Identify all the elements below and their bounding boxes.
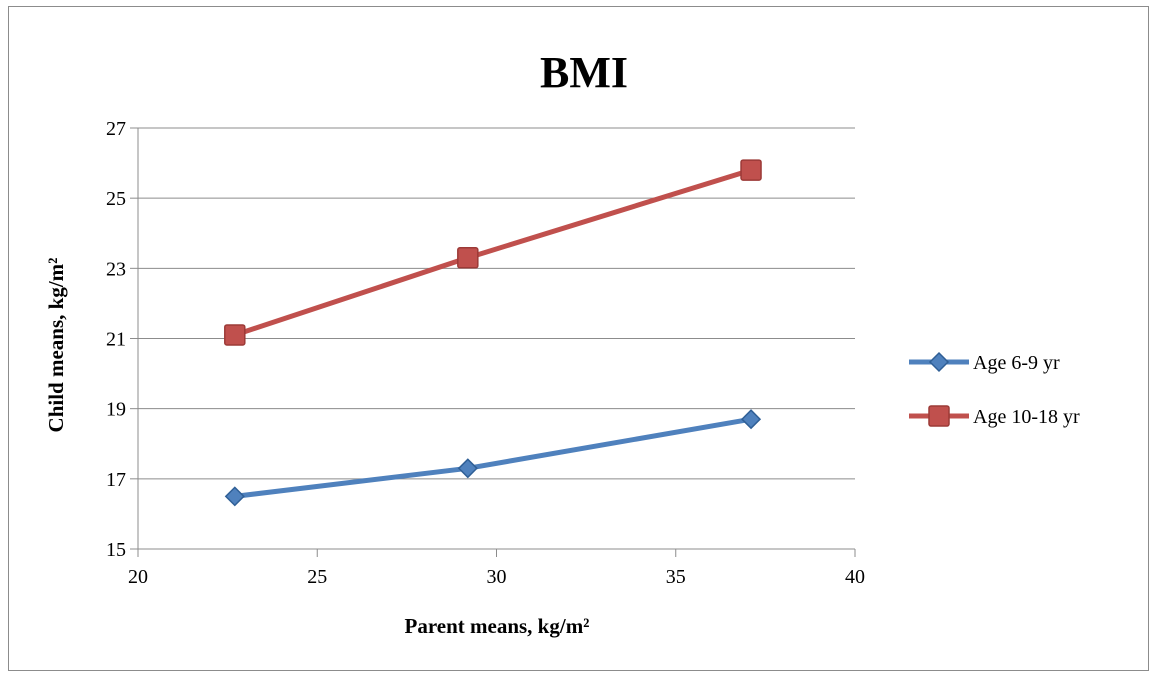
tick-labels: 15 17 19 21 23 25 27 20 25 30 35 40	[106, 118, 865, 588]
legend-item: Age 10-18 yr	[909, 405, 1080, 428]
legend-item: Age 6-9 yr	[909, 351, 1060, 374]
series-1	[224, 409, 762, 507]
data-point	[224, 324, 246, 346]
grid-lines	[138, 127, 855, 550]
legend-swatch-marker	[928, 405, 950, 427]
x-tick-label: 25	[307, 566, 327, 588]
legend-swatch-marker	[928, 351, 950, 373]
x-axis-label: Parent means, kg/m²	[405, 614, 590, 638]
axes	[130, 127, 856, 557]
y-tick-label: 19	[106, 399, 126, 421]
y-axis-label: Child means, kg/m²	[44, 258, 68, 433]
data-point	[224, 486, 245, 507]
data-point	[740, 409, 762, 430]
y-tick-label: 17	[106, 469, 126, 491]
y-tick-label: 23	[106, 258, 126, 280]
series-layer	[224, 159, 762, 507]
data-point	[457, 247, 479, 269]
x-tick-label: 20	[128, 566, 148, 588]
legend: Age 6-9 yr Age 10-18 yr	[909, 351, 1080, 428]
y-tick-label: 21	[106, 329, 126, 351]
chart-title: BMI	[540, 48, 628, 97]
series-line	[234, 416, 752, 499]
x-tick-label: 40	[845, 566, 865, 588]
data-point	[740, 159, 762, 181]
x-tick-label: 35	[666, 566, 686, 588]
series-2	[224, 159, 762, 346]
x-tick-label: 30	[487, 566, 507, 588]
chart-frame: BMI 15 17 19 21 23 25 27 20 25 30 35 40 Parent mean…	[8, 6, 1149, 671]
legend-label: Age 6-9 yr	[973, 352, 1060, 374]
legend-label: Age 10-18 yr	[973, 406, 1080, 428]
y-tick-label: 27	[106, 118, 126, 140]
data-point	[457, 458, 478, 479]
bmi-line-chart: BMI 15 17 19 21 23 25 27 20 25 30 35 40 Parent mean…	[44, 48, 1080, 638]
y-tick-label: 15	[106, 539, 126, 561]
y-tick-label: 25	[106, 188, 126, 210]
series-line	[234, 167, 752, 338]
